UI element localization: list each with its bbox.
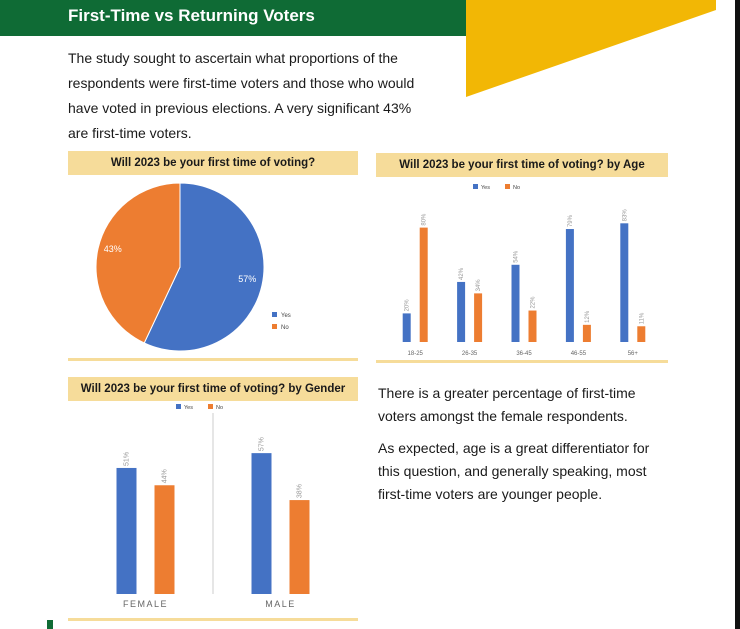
age-commentary: As expected, age is a great differentiat… xyxy=(378,440,650,502)
legend-label: No xyxy=(513,185,520,191)
legend-swatch xyxy=(473,184,478,189)
page-title: First-Time vs Returning Voters xyxy=(68,6,315,25)
decorative-green-mark xyxy=(47,620,53,629)
page-edge xyxy=(735,0,740,629)
gender-commentary: There is a greater percentage of first-t… xyxy=(378,385,636,424)
bar-yes xyxy=(620,223,629,342)
bar-no xyxy=(154,485,175,594)
category-label: 36-45 xyxy=(516,351,532,357)
bar-data-label: 83% xyxy=(622,209,628,222)
pie-chart: 57% 43% Yes No xyxy=(68,175,358,358)
gender-bar-chart: Yes No 51% 44% FEMALE 57% 38% MALE xyxy=(68,401,358,618)
category-label: 46-55 xyxy=(571,351,587,357)
age-chart-divider xyxy=(376,360,668,363)
legend-swatch xyxy=(208,404,213,409)
bar-data-label: 80% xyxy=(422,213,428,226)
bar-no xyxy=(289,500,310,594)
side-commentary: There is a greater percentage of first-t… xyxy=(378,382,668,515)
intro-paragraph: The study sought to ascertain what propo… xyxy=(68,50,415,141)
legend-swatch xyxy=(176,404,181,409)
header-bar xyxy=(0,0,466,36)
legend-swatch xyxy=(272,312,277,317)
legend-swatch xyxy=(272,324,277,329)
bar-data-label: 42% xyxy=(459,267,465,280)
bar-yes xyxy=(402,313,411,342)
bar-data-label: 22% xyxy=(531,296,537,309)
bar-no xyxy=(528,310,537,342)
pie-chart-divider xyxy=(68,358,358,361)
pie-chart-title: Will 2023 be your first time of voting? xyxy=(68,151,358,175)
pie-data-label: 57% xyxy=(238,274,256,284)
bar-data-label: 12% xyxy=(585,310,591,323)
bar-yes xyxy=(116,467,137,594)
legend-label: Yes xyxy=(481,185,490,191)
bar-data-label: 57% xyxy=(259,437,266,451)
bar-yes xyxy=(457,281,466,342)
bar-data-label: 54% xyxy=(514,250,520,263)
category-label: 18-25 xyxy=(408,351,424,357)
bar-no xyxy=(419,227,428,342)
bar-data-label: 79% xyxy=(568,214,574,227)
legend-label: No xyxy=(216,405,223,411)
bar-no xyxy=(582,324,591,342)
bar-data-label: 44% xyxy=(162,469,169,483)
bar-data-label: 51% xyxy=(124,452,131,466)
category-label: 26-35 xyxy=(462,351,478,357)
legend-label: Yes xyxy=(281,313,291,319)
legend-label: No xyxy=(281,325,289,331)
decorative-yellow-shape xyxy=(466,0,716,97)
category-label: MALE xyxy=(265,599,296,609)
bar-data-label: 11% xyxy=(639,312,645,324)
bar-yes xyxy=(511,264,520,342)
legend-label: Yes xyxy=(184,405,193,411)
legend-swatch xyxy=(505,184,510,189)
age-bar-chart: Yes No 20% 80% 18-25 42% 34% 26-35 54% 22% 36-45 79… xyxy=(376,177,668,360)
category-label: 56+ xyxy=(628,351,639,357)
pie-slice-yes xyxy=(143,182,265,352)
category-label: FEMALE xyxy=(123,599,168,609)
bar-no xyxy=(637,326,646,342)
gender-chart-title: Will 2023 be your first time of voting? … xyxy=(68,377,358,401)
bar-data-label: 38% xyxy=(297,484,304,498)
bar-data-label: 34% xyxy=(476,279,482,292)
bar-no xyxy=(474,293,483,342)
gender-chart-divider xyxy=(68,618,358,621)
bar-yes xyxy=(565,229,574,342)
age-chart-title: Will 2023 be your first time of voting? … xyxy=(376,153,668,177)
pie-slice-no xyxy=(95,182,181,344)
bar-data-label: 20% xyxy=(405,299,411,312)
pie-data-label: 43% xyxy=(104,244,122,254)
bar-yes xyxy=(251,453,272,594)
